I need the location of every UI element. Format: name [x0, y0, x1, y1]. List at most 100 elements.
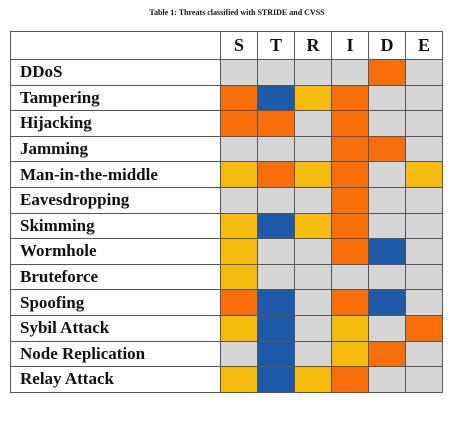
rating-cell-e	[405, 263, 443, 291]
rating-cell-r	[294, 186, 332, 214]
threat-name: Skimming	[10, 212, 221, 240]
rating-cell-e	[405, 186, 443, 214]
threat-name: Relay Attack	[10, 366, 221, 393]
rating-cell-e	[405, 59, 443, 86]
threat-name: Jamming	[10, 135, 221, 163]
rating-cell-t	[257, 263, 295, 291]
rating-cell-t	[257, 212, 295, 240]
rating-cell-d	[368, 314, 406, 342]
rating-cell-d	[368, 161, 406, 188]
rating-cell-i	[331, 135, 369, 163]
rating-cell-i	[331, 212, 369, 240]
rating-cell-s	[220, 289, 258, 316]
header-row: S T R I D E	[10, 31, 443, 60]
rating-cell-s	[220, 314, 258, 342]
rating-cell-d	[368, 59, 406, 86]
rating-cell-t	[257, 314, 295, 342]
table-row: Tampering	[10, 84, 443, 112]
threat-name: Eavesdropping	[10, 186, 221, 214]
rating-cell-s	[220, 186, 258, 214]
table-row: Spoofing	[10, 289, 443, 316]
rating-cell-i	[331, 314, 369, 342]
rating-cell-t	[257, 59, 295, 86]
rating-cell-t	[257, 161, 295, 188]
rating-cell-r	[294, 59, 332, 86]
rating-cell-i	[331, 161, 369, 188]
rating-cell-t	[257, 340, 295, 368]
threat-name: Node Replication	[10, 340, 221, 368]
table-row: Man-in-the-middle	[10, 161, 443, 188]
rating-cell-r	[294, 135, 332, 163]
threat-name: Man-in-the-middle	[10, 161, 221, 188]
threat-rows: DDoS Tampering Hijacking Jamming Man-in-the-…	[10, 59, 443, 393]
column-header-s: S	[220, 31, 258, 60]
table-row: DDoS	[10, 59, 443, 86]
rating-cell-t	[257, 84, 295, 112]
rating-cell-e	[405, 366, 443, 393]
rating-cell-i	[331, 110, 369, 137]
rating-cell-e	[405, 238, 443, 265]
column-header-e: E	[405, 31, 443, 60]
rating-cell-s	[220, 212, 258, 240]
table-row: Eavesdropping	[10, 186, 443, 214]
rating-cell-e	[405, 161, 443, 188]
column-header-i: I	[331, 31, 369, 60]
table-row: Wormhole	[10, 238, 443, 265]
rating-cell-s	[220, 135, 258, 163]
rating-cell-d	[368, 289, 406, 316]
table-row: Bruteforce	[10, 263, 443, 291]
threats-table: S T R I D E DDoS Tampering Hijacking Jammin…	[10, 31, 443, 393]
rating-cell-i	[331, 366, 369, 393]
rating-cell-i	[331, 59, 369, 86]
rating-cell-s	[220, 263, 258, 291]
rating-cell-s	[220, 110, 258, 137]
threat-name: Hijacking	[10, 110, 221, 137]
rating-cell-i	[331, 186, 369, 214]
rating-cell-e	[405, 289, 443, 316]
rating-cell-r	[294, 263, 332, 291]
rating-cell-i	[331, 84, 369, 112]
rating-cell-i	[331, 238, 369, 265]
rating-cell-d	[368, 110, 406, 137]
column-header-r: R	[294, 31, 332, 60]
threat-name: Tampering	[10, 84, 221, 112]
rating-cell-d	[368, 84, 406, 112]
rating-cell-t	[257, 186, 295, 214]
rating-cell-r	[294, 366, 332, 393]
table-row: Relay Attack	[10, 366, 443, 393]
rating-cell-i	[331, 263, 369, 291]
header-corner	[10, 31, 221, 60]
threat-name: Spoofing	[10, 289, 221, 316]
rating-cell-i	[331, 340, 369, 368]
rating-cell-e	[405, 135, 443, 163]
rating-cell-r	[294, 238, 332, 265]
threat-name: DDoS	[10, 59, 221, 86]
rating-cell-t	[257, 238, 295, 265]
rating-cell-r	[294, 212, 332, 240]
threat-name: Wormhole	[10, 238, 221, 265]
rating-cell-t	[257, 110, 295, 137]
rating-cell-s	[220, 59, 258, 86]
rating-cell-i	[331, 289, 369, 316]
table-row: Node Replication	[10, 340, 443, 368]
rating-cell-d	[368, 366, 406, 393]
rating-cell-d	[368, 186, 406, 214]
rating-cell-s	[220, 340, 258, 368]
rating-cell-r	[294, 340, 332, 368]
rating-cell-e	[405, 84, 443, 112]
rating-cell-t	[257, 135, 295, 163]
rating-cell-s	[220, 161, 258, 188]
rating-cell-e	[405, 212, 443, 240]
column-header-d: D	[368, 31, 406, 60]
table-row: Jamming	[10, 135, 443, 163]
rating-cell-r	[294, 110, 332, 137]
rating-cell-r	[294, 161, 332, 188]
rating-cell-d	[368, 340, 406, 368]
rating-cell-r	[294, 289, 332, 316]
threat-name: Sybil Attack	[10, 314, 221, 342]
rating-cell-t	[257, 289, 295, 316]
rating-cell-e	[405, 314, 443, 342]
rating-cell-e	[405, 110, 443, 137]
rating-cell-t	[257, 366, 295, 393]
threat-name: Bruteforce	[10, 263, 221, 291]
